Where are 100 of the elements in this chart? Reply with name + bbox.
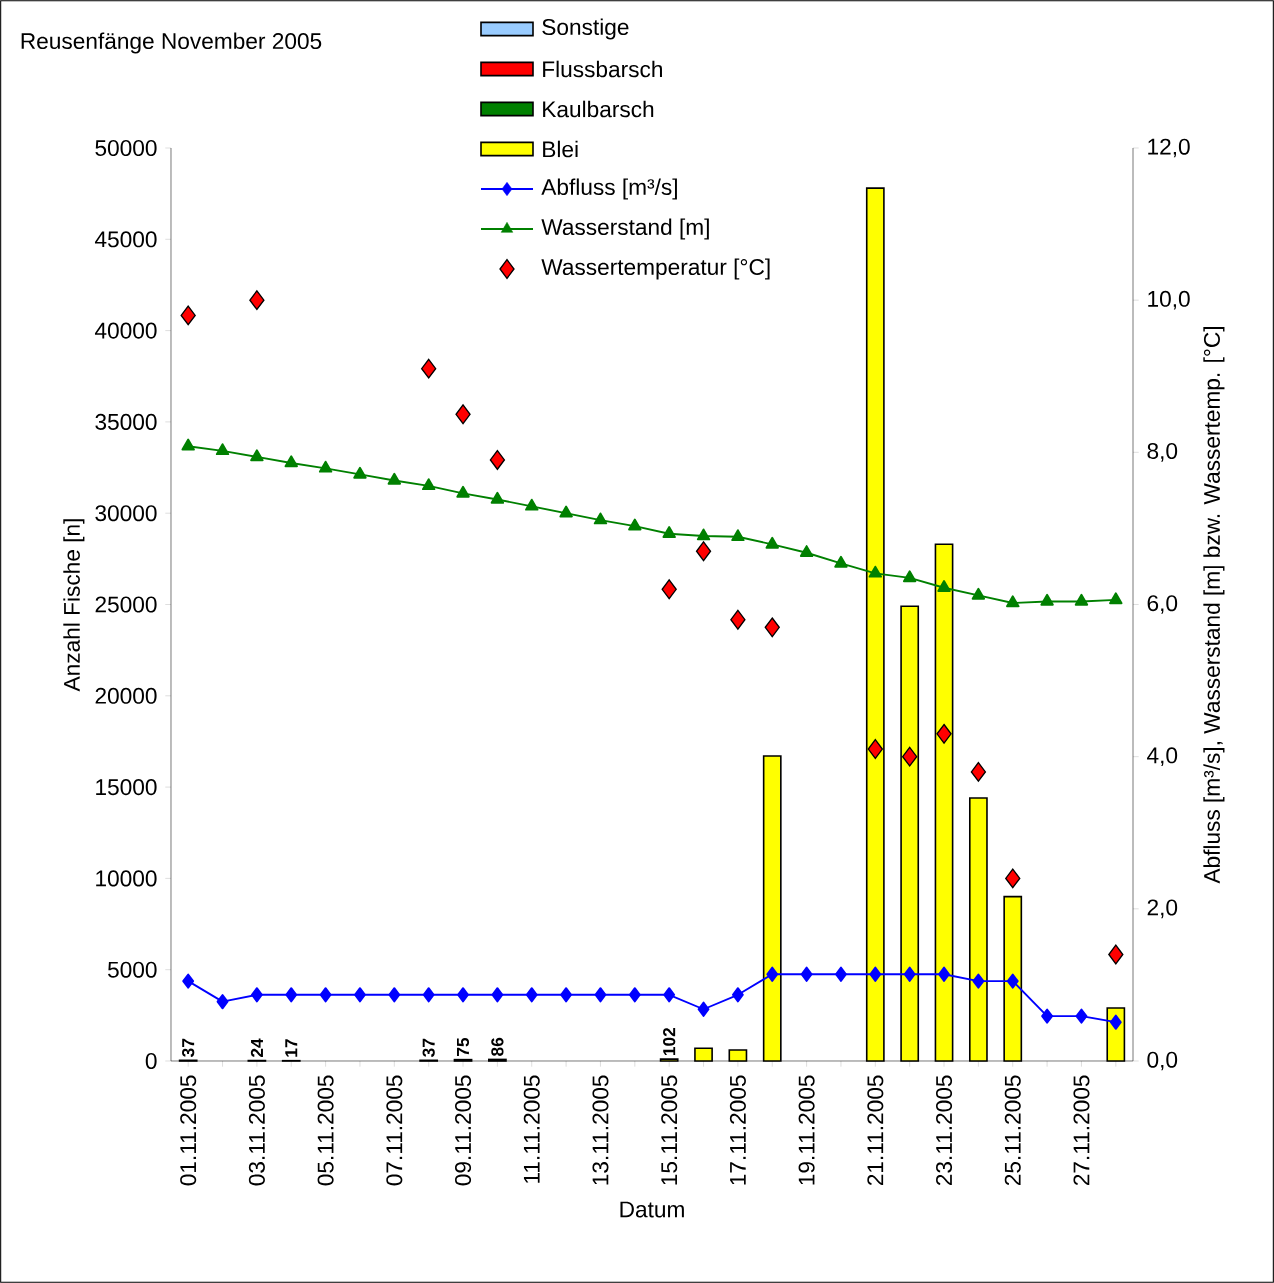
point [422,987,435,1003]
y-tick-label: 45000 [94,231,157,248]
chart-title: Reusenfänge November 2005 [21,32,322,54]
point [869,966,882,982]
point [972,973,985,989]
point [628,987,641,1003]
x-tick-label: 19.11.2005 [798,1075,815,1185]
point [1109,592,1123,605]
point [628,518,642,531]
total-label: 75 [456,1037,470,1056]
y2-tick-label: 0,0 [1147,1051,1178,1071]
legend-label: Flussbarsch [543,60,662,78]
point [1005,868,1021,889]
point [938,966,950,982]
x-tick-label: 17.11.2005 [729,1075,746,1185]
point [663,987,676,1003]
point [1075,1008,1088,1024]
point [489,449,506,470]
x-tick-label: 23.11.2005 [936,1075,953,1186]
point [525,987,538,1003]
point [421,478,436,491]
point [765,536,779,549]
legend-label: Wasserstand [m] [541,218,709,240]
point [1074,593,1089,606]
y2-axis-title: Abfluss [m³/s], Wasserstand [m] bzw. Wassertemp. [°C] [1203,327,1225,884]
point [868,565,883,578]
y-tick-label: 20000 [95,687,157,704]
total-label: 86 [491,1037,504,1056]
point [353,466,367,479]
point [456,485,470,498]
y-tick-label: 5000 [107,961,157,978]
point [766,966,779,982]
point [661,579,677,600]
y2-tick-label: 8,0 [1147,442,1178,462]
point [695,541,712,562]
point [903,966,916,982]
x-tick-label: 27.11.2005 [1073,1075,1090,1186]
point [1109,1014,1122,1030]
point [696,528,711,541]
point [457,987,469,1003]
point [1108,944,1124,965]
point [216,994,229,1010]
point [250,987,263,1003]
point [662,526,676,539]
point [388,987,401,1003]
point [937,580,951,593]
total-label: 24 [250,1038,263,1058]
legend-label: Kaulbarsch [543,100,654,118]
x-tick-label: 03.11.2005 [248,1075,265,1186]
x-tick-label: 09.11.2005 [455,1075,472,1186]
total-label: 17 [285,1039,298,1057]
point [799,545,814,558]
legend-label: Wassertemperatur [°C] [541,258,770,280]
point [1040,593,1054,606]
total-label: 37 [422,1038,435,1057]
point [182,973,195,989]
point [490,491,505,504]
point [834,555,848,568]
x-tick-label: 25.11.2005 [1004,1075,1021,1186]
y-tick-label: 25000 [95,596,157,613]
y-tick-label: 0 [145,1052,157,1070]
y-tick-label: 35000 [95,413,157,430]
point [285,987,298,1003]
x-tick-label: 07.11.2005 [386,1075,403,1186]
point [387,472,402,485]
y-tick-label: 40000 [94,322,157,339]
y-tick-label: 10000 [96,870,157,887]
y-tick-label: 50000 [95,139,157,157]
point [593,512,608,525]
point [560,987,573,1003]
point [800,966,813,982]
y2-tick-label: 10,0 [1148,290,1190,310]
x-tick-label: 05.11.2005 [317,1075,334,1186]
x-axis-title: Datum [620,1201,684,1218]
point [455,404,471,425]
y-axis-title: Anzahl Fische [n] [63,519,85,692]
point [835,966,847,982]
point [970,761,987,782]
point [936,723,952,744]
point [731,529,745,542]
total-label: 102 [663,1027,676,1056]
point [180,305,196,326]
point [971,587,986,600]
y-tick-label: 15000 [96,779,157,796]
point [250,449,264,462]
point [559,505,573,518]
point [319,987,332,1003]
point [867,739,883,760]
point [1006,595,1020,608]
y2-tick-label: 6,0 [1147,595,1178,614]
legend-label: Abfluss [m³/s] [541,178,677,200]
point [284,455,298,468]
point [764,617,780,638]
point [1006,973,1019,989]
point [421,358,437,379]
point [902,570,917,583]
legend-label: Blei [543,140,578,158]
point [354,987,366,1003]
y-tick-label: 30000 [95,505,157,522]
point [731,987,744,1003]
